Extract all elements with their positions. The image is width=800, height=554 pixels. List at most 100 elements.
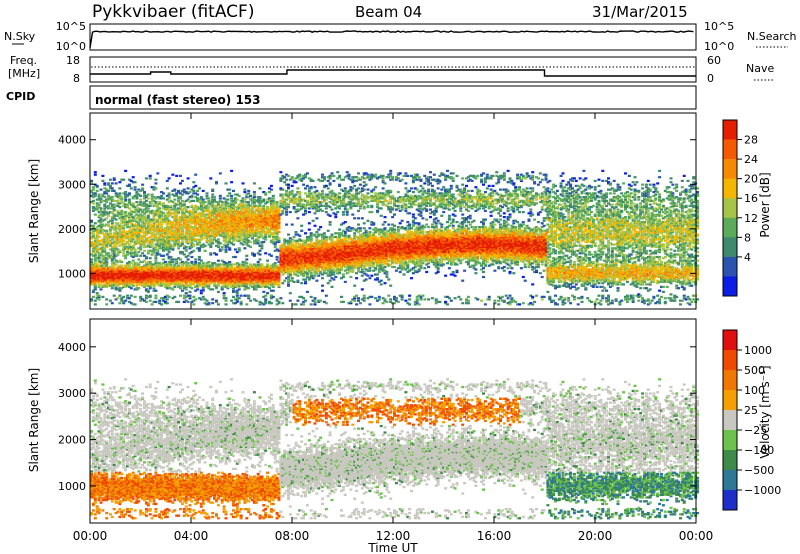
power-cell: [133, 279, 137, 282]
power-cell: [173, 218, 177, 221]
power-cell: [156, 172, 160, 175]
power-cell: [101, 258, 105, 261]
power-cell: [180, 218, 184, 221]
power-cell: [256, 239, 260, 242]
power-cell: [186, 262, 190, 265]
power-cell: [190, 216, 194, 219]
power-cell: [133, 273, 137, 276]
power-cell: [91, 265, 95, 269]
power-cell: [290, 192, 294, 195]
power-cell: [199, 226, 203, 229]
power-cell: [114, 279, 118, 282]
power-cell: [95, 233, 99, 236]
power-cell: [105, 231, 109, 234]
power-cell: [144, 222, 148, 225]
power-cell: [131, 268, 135, 271]
power-cell: [179, 182, 182, 185]
power-cell: [131, 269, 135, 272]
power-cell: [165, 285, 169, 288]
power-cell: [173, 202, 177, 205]
power-cell: [182, 274, 186, 277]
power-cell: [162, 278, 165, 281]
power-cell: [110, 272, 114, 275]
power-cell: [127, 285, 131, 288]
power-cell: [180, 265, 184, 269]
power-cell: [99, 283, 103, 286]
power-cell: [179, 226, 182, 229]
power-cell: [105, 239, 109, 242]
power-cell: [127, 275, 131, 279]
power-cell: [201, 228, 205, 231]
power-cell: [199, 259, 203, 262]
power-cell: [186, 224, 190, 227]
power-cell: [144, 257, 148, 260]
power-cell: [165, 282, 169, 285]
power-cell: [101, 224, 105, 227]
power-cell: [203, 273, 207, 276]
power-cell: [154, 238, 158, 241]
power-cell: [160, 303, 164, 306]
power-cell: [114, 218, 118, 221]
power-cell: [112, 269, 116, 272]
power-cell: [203, 284, 207, 287]
power-cell: [129, 203, 133, 206]
power-cell: [103, 204, 107, 207]
power-cell: [127, 198, 131, 201]
power-cell: [124, 214, 128, 217]
power-cell: [171, 245, 175, 249]
power-cell: [169, 226, 173, 229]
power-cell: [137, 278, 141, 281]
power-cell: [192, 221, 196, 224]
power-cell: [112, 262, 116, 265]
power-cell: [103, 187, 107, 190]
nsearch-tick-bottom: 10^0: [704, 40, 734, 53]
power-cell: [156, 204, 160, 207]
power-cell: [152, 204, 156, 207]
power-cell: [167, 263, 171, 266]
power-cell: [99, 267, 103, 270]
power-cell: [186, 254, 190, 257]
power-cell: [171, 277, 175, 280]
power-cell: [97, 206, 101, 209]
power-cell: [232, 243, 235, 246]
power-cell: [211, 302, 215, 305]
power-cell: [205, 192, 209, 195]
power-cell: [97, 259, 101, 262]
power-cell: [287, 183, 290, 186]
power-cell: [160, 280, 164, 283]
power-cell: [124, 212, 128, 215]
power-cell: [152, 214, 156, 217]
power-cell: [116, 193, 120, 196]
power-cell: [126, 193, 129, 196]
power-cell: [190, 227, 194, 230]
power-cell: [186, 275, 190, 279]
power-cell: [91, 267, 95, 270]
power-cell: [97, 239, 101, 242]
power-cell: [143, 218, 146, 221]
power-cell: [97, 232, 101, 235]
power-cell: [199, 274, 203, 277]
power-cell: [177, 278, 181, 281]
power-cell: [180, 211, 184, 214]
power-cell: [177, 257, 181, 260]
power-cell: [114, 274, 118, 277]
power-cell: [95, 294, 99, 297]
power-cell: [156, 280, 160, 283]
power-cell: [290, 189, 294, 192]
power-cell: [97, 243, 101, 246]
power-cell: [182, 284, 186, 287]
power-cell: [169, 224, 173, 227]
power-cell: [182, 275, 186, 279]
power-cell: [194, 270, 198, 274]
power-cell: [141, 203, 145, 206]
power-cell: [182, 223, 186, 226]
power-cell: [188, 221, 192, 224]
power-cell: [205, 235, 209, 239]
power-cell: [224, 182, 228, 185]
power-cell: [91, 273, 95, 276]
power-cell: [122, 248, 126, 251]
power-cell: [203, 279, 207, 282]
power-cell: [148, 275, 152, 279]
power-cell: [196, 227, 200, 230]
power-cell: [190, 278, 194, 281]
